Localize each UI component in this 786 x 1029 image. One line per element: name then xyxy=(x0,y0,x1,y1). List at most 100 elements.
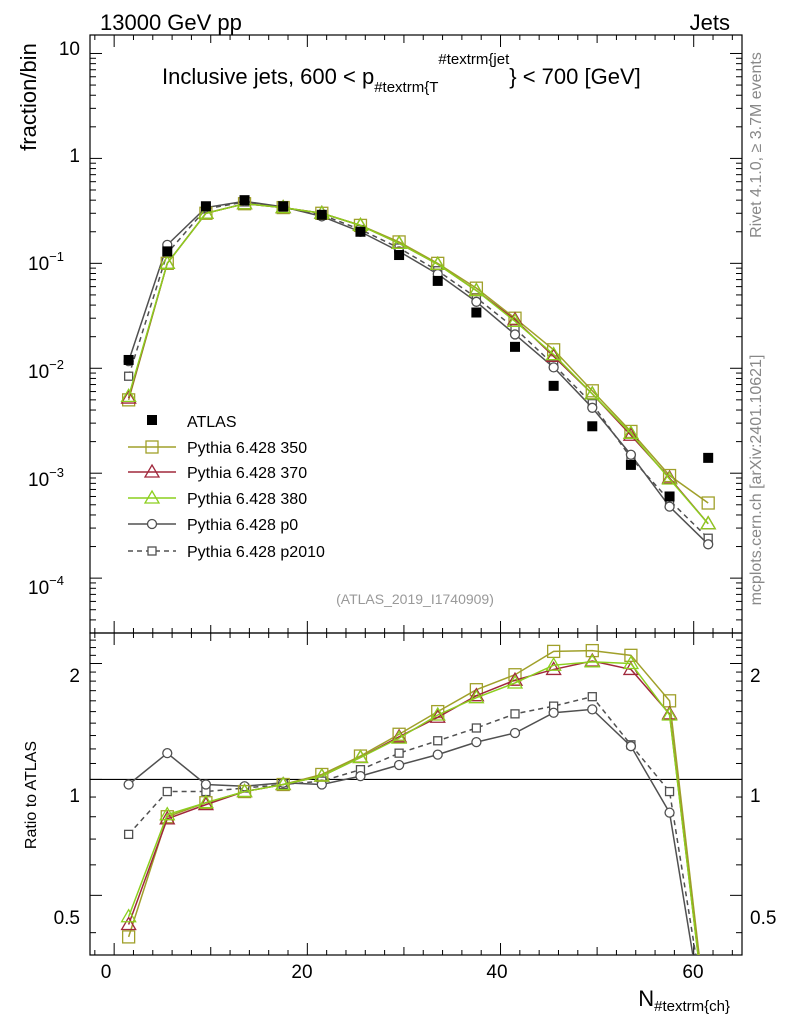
ratio-point-pythia-6-428-380 xyxy=(390,729,408,744)
point-atlas xyxy=(471,307,482,318)
legend-marker-350 xyxy=(145,440,159,454)
ratio-tick-label-0.5-right: 0.5 xyxy=(750,908,776,929)
legend-label-380: Pythia 6.428 380 xyxy=(187,491,307,508)
ratio-point-pythia-6-428-370 xyxy=(506,671,524,686)
ratio-point-pythia-6-428-p0 xyxy=(625,741,637,752)
point-atlas xyxy=(200,201,211,212)
ratio-point-pythia-6-428-p0 xyxy=(471,736,482,748)
ratio-point-pythia-6-428-380 xyxy=(275,776,292,791)
ratio-point-pythia-6-428-380 xyxy=(468,689,485,704)
ratio-point-pythia-6-428-380 xyxy=(584,653,601,668)
point-pythia-6-428-380 xyxy=(159,255,176,269)
ratio-point-pythia-6-428-p2010 xyxy=(587,692,597,702)
ratio-point-pythia-6-428-p2010 xyxy=(664,786,675,797)
point-pythia-6-428-p0 xyxy=(509,329,521,340)
legend-marker-p2010 xyxy=(147,546,157,556)
point-atlas xyxy=(587,421,598,432)
ratio-point-pythia-6-428-380 xyxy=(429,706,446,721)
ratio-point-pythia-6-428-380 xyxy=(313,767,330,782)
y-tick-label-1e-4: 10−4 xyxy=(28,573,64,599)
point-pythia-6-428-380 xyxy=(661,470,678,485)
ratio-point-pythia-6-428-380 xyxy=(120,908,137,923)
ratio-frame xyxy=(89,632,743,956)
y-tick-label-1e-1: 10−1 xyxy=(28,249,64,275)
main-panel xyxy=(89,34,743,634)
point-pythia-6-428-380 xyxy=(429,255,446,270)
ratio-point-pythia-6-428-370 xyxy=(159,810,176,825)
rivet-version: Rivet 4.1.0, ≥ 3.7M events xyxy=(748,52,765,238)
series-line-pythia-6-428-380 xyxy=(127,202,709,525)
point-pythia-6-428-p0 xyxy=(471,296,482,307)
y-tick-label-1e-3: 10−3 xyxy=(28,465,64,491)
point-pythia-6-428-p0 xyxy=(625,449,637,460)
ratio-point-pythia-6-428-p0 xyxy=(355,770,366,782)
point-pythia-6-428-350 xyxy=(662,468,677,483)
ratio-point-pythia-6-428-p2010 xyxy=(162,786,172,797)
point-pythia-6-428-380 xyxy=(545,346,562,361)
ratio-tick-label-2-right: 2 xyxy=(750,666,761,687)
legend-label-p2010: Pythia 6.428 p2010 xyxy=(187,544,325,561)
x-tick-label-0: 0 xyxy=(101,962,112,983)
y-tick-label-1: 1 xyxy=(69,146,80,167)
ratio-point-pythia-6-428-350 xyxy=(585,643,599,658)
ratio-panel xyxy=(89,632,743,956)
point-atlas xyxy=(510,341,521,352)
point-atlas xyxy=(239,195,250,206)
legend-marker-atlas xyxy=(147,415,157,425)
point-pythia-6-428-p0 xyxy=(587,402,598,413)
y-tick-label-1e-2: 10−2 xyxy=(28,357,64,383)
legend-label-350: Pythia 6.428 350 xyxy=(187,440,307,457)
ratio-point-pythia-6-428-370 xyxy=(120,916,137,931)
ratio-point-pythia-6-428-p2010 xyxy=(471,723,482,733)
point-pythia-6-428-p0 xyxy=(664,501,675,512)
point-pythia-6-428-380 xyxy=(700,515,717,530)
point-pythia-6-428-380 xyxy=(584,385,601,400)
ratio-line-pythia-6-428-380 xyxy=(127,661,699,955)
x-tick-label-20: 20 xyxy=(291,962,312,983)
ratio-point-pythia-6-428-p2010 xyxy=(394,748,404,758)
legend-marker-p0 xyxy=(146,518,158,530)
point-atlas xyxy=(432,275,443,286)
ratio-point-pythia-6-428-p2010 xyxy=(433,736,443,746)
point-atlas xyxy=(625,459,636,470)
ratio-point-pythia-6-428-p0 xyxy=(587,704,598,715)
point-atlas xyxy=(548,380,559,391)
ratio-point-pythia-6-428-p0 xyxy=(393,759,405,771)
ratio-point-pythia-6-428-380 xyxy=(545,656,562,671)
header-right: Jets xyxy=(690,10,730,35)
ratio-point-pythia-6-428-380 xyxy=(352,749,369,764)
analysis-label: (ATLAS_2019_I1740909) xyxy=(336,591,494,607)
legend-marker-370 xyxy=(143,463,161,478)
point-atlas xyxy=(394,250,405,261)
ratio-point-pythia-6-428-p0 xyxy=(162,748,173,759)
point-pythia-6-428-380 xyxy=(468,282,485,297)
main-title: Inclusive jets, 600 < p#textrm{T#textrm{… xyxy=(162,51,641,96)
mcplots-credit: mcplots.cern.ch [arXiv:2401.10621] xyxy=(748,355,765,606)
ratio-y-label: Ratio to ATLAS xyxy=(23,741,40,849)
point-atlas xyxy=(316,209,327,220)
ratio-point-pythia-6-428-p0 xyxy=(509,727,521,739)
point-pythia-6-428-380 xyxy=(390,235,408,250)
point-pythia-6-428-370 xyxy=(545,348,562,362)
legend-label-370: Pythia 6.428 370 xyxy=(187,465,307,482)
point-atlas xyxy=(664,491,675,502)
point-pythia-6-428-350 xyxy=(701,496,715,510)
x-tick-label-60: 60 xyxy=(682,962,703,983)
point-atlas xyxy=(278,201,289,212)
legend-label-p0: Pythia 6.428 p0 xyxy=(187,517,298,534)
point-pythia-6-428-350 xyxy=(469,281,484,295)
ratio-point-pythia-6-428-380 xyxy=(506,674,524,689)
point-atlas xyxy=(703,452,714,463)
ratio-point-pythia-6-428-p0 xyxy=(548,707,559,718)
point-pythia-6-428-350 xyxy=(585,384,599,398)
y-tick-label-10: 10 xyxy=(59,39,80,60)
ratio-point-pythia-6-428-p0 xyxy=(664,807,675,818)
ratio-point-pythia-6-428-p0 xyxy=(200,779,212,790)
point-atlas xyxy=(355,226,366,237)
header-left: 13000 GeV pp xyxy=(100,10,242,35)
ratio-point-pythia-6-428-370 xyxy=(545,661,562,676)
point-pythia-6-428-p0 xyxy=(703,539,714,550)
ratio-tick-label-1-right: 1 xyxy=(750,786,761,807)
ratio-point-pythia-6-428-p2010 xyxy=(123,829,134,840)
